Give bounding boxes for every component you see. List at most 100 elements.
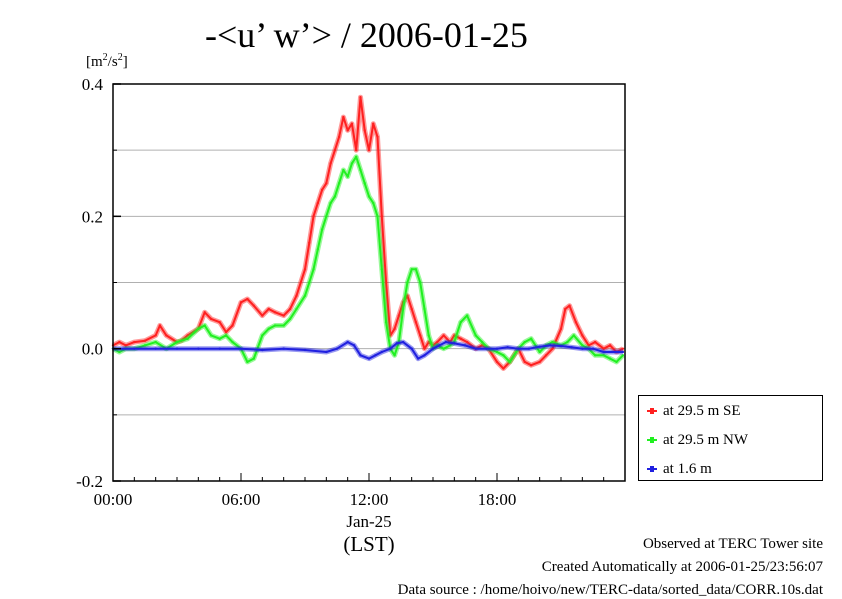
data-point — [346, 340, 349, 344]
data-point — [474, 334, 477, 337]
data-point — [325, 215, 328, 218]
data-point — [602, 347, 605, 350]
data-point — [568, 304, 571, 307]
data-point — [442, 347, 445, 350]
data-point — [342, 115, 345, 119]
data-point — [282, 324, 285, 327]
data-point — [273, 311, 277, 314]
data-point — [350, 162, 354, 165]
x-tick-label: 18:00 — [478, 490, 517, 509]
data-point — [346, 129, 349, 132]
data-point — [459, 337, 462, 340]
data-point — [380, 215, 383, 218]
footer-source: Data source : /home/hoivo/new/TERC-data/… — [397, 582, 823, 598]
data-point — [544, 354, 548, 357]
data-point — [224, 330, 228, 334]
data-point — [419, 281, 422, 284]
data-point — [414, 321, 418, 324]
data-point — [423, 347, 426, 350]
data-point — [444, 340, 447, 344]
data-point — [359, 96, 362, 99]
data-point — [564, 307, 567, 311]
data-point — [363, 129, 366, 132]
data-point — [393, 327, 396, 331]
data-point — [282, 314, 285, 317]
data-point — [118, 350, 121, 354]
data-point — [165, 334, 168, 337]
y-tick-label: 0.2 — [82, 207, 103, 226]
data-point — [523, 360, 526, 364]
x-tick-label: 12:00 — [350, 490, 389, 509]
data-point — [143, 344, 147, 347]
data-point — [581, 347, 584, 350]
data-point — [231, 324, 234, 327]
data-point — [593, 340, 597, 344]
data-point — [380, 350, 383, 354]
data-point — [587, 344, 590, 347]
data-point — [517, 347, 520, 350]
legend-label: at 29.5 m SE — [663, 402, 741, 419]
data-point — [453, 334, 456, 337]
data-point — [372, 122, 375, 125]
data-point — [581, 334, 584, 337]
footer-created: Created Automatically at 2006-01-25/23:5… — [541, 559, 823, 575]
legend-swatch — [647, 466, 657, 472]
data-point — [239, 347, 243, 350]
legend-item: at 29.5 m SE — [647, 401, 741, 421]
data-point — [372, 201, 375, 205]
chart-title: -<u’ w’> / 2006-01-25 — [205, 15, 528, 55]
data-point — [538, 345, 541, 348]
data-point — [495, 360, 499, 364]
data-point — [502, 367, 505, 370]
data-point — [295, 307, 298, 311]
data-point — [406, 281, 409, 284]
data-point — [389, 347, 392, 350]
data-point — [154, 334, 157, 337]
data-point — [316, 248, 319, 251]
data-point — [312, 215, 315, 218]
data-point — [197, 347, 200, 350]
data-point — [267, 327, 270, 331]
data-point — [355, 148, 358, 152]
series-line-0 — [112, 96, 624, 370]
data-point — [442, 334, 445, 337]
data-point — [312, 268, 315, 271]
data-point — [436, 340, 439, 344]
data-point — [538, 350, 541, 354]
data-point — [308, 281, 311, 284]
data-point — [559, 327, 563, 331]
axes: -0.2 0.0 0.2 0.4 00:00 06:00 12:00 18:00 Jan-25(… — [76, 75, 626, 556]
data-point — [416, 357, 420, 360]
series-halo-1 — [111, 154, 625, 365]
data-point — [252, 357, 255, 360]
data-point — [267, 307, 270, 311]
data-point — [376, 135, 379, 139]
data-point — [559, 344, 563, 348]
data-point — [158, 324, 162, 327]
data-point — [463, 344, 467, 347]
data-point — [574, 321, 578, 324]
data-point — [295, 294, 298, 297]
legend-swatch — [647, 408, 657, 414]
data-point — [591, 347, 595, 350]
y-axis-unit-label: [m2/s2] — [86, 52, 128, 70]
data-point — [465, 340, 469, 344]
data-point — [508, 360, 511, 364]
data-point — [480, 340, 484, 344]
data-point — [175, 340, 179, 344]
data-point — [252, 304, 255, 307]
data-point — [393, 354, 396, 357]
data-point — [186, 337, 189, 340]
footer-observed: Observed at TERC Tower site — [642, 536, 823, 552]
data-point — [529, 337, 533, 340]
data-point — [608, 344, 612, 347]
data-point — [395, 342, 398, 345]
data-point — [572, 334, 575, 337]
data-point — [203, 311, 206, 314]
data-point — [316, 201, 319, 205]
data-point — [133, 340, 136, 344]
legend-swatch — [647, 437, 657, 443]
legend: at 29.5 m SE at 29.5 m NW at 1.6 m — [638, 395, 823, 481]
data-point — [333, 195, 337, 198]
